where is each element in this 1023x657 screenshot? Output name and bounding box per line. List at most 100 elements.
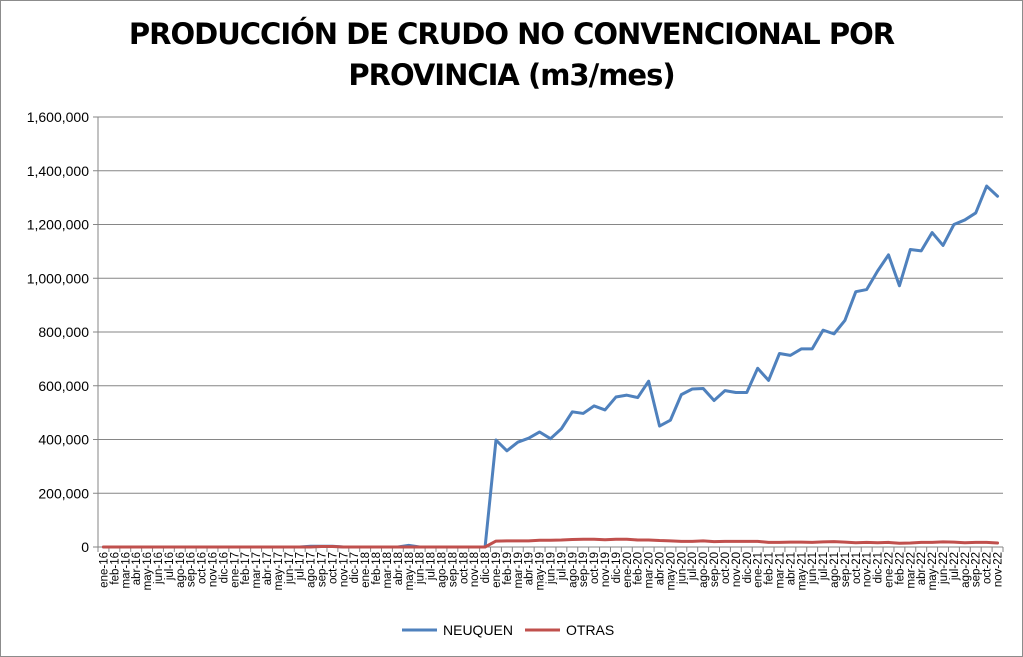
x-tick-label: nov-22 [993, 552, 1005, 587]
x-tick-label: ene-18 [360, 552, 372, 588]
x-tick-label: ago-21 [829, 552, 841, 588]
x-tick-label: ene-20 [622, 552, 634, 588]
x-tick-label: ago-18 [436, 552, 448, 588]
x-tick-label: mar-17 [251, 552, 263, 588]
x-tick-label: dic-19 [611, 552, 623, 583]
y-tick-label: 1,600,000 [27, 109, 89, 125]
x-tick-label: abr-19 [524, 552, 536, 585]
x-tick-label: mar-19 [513, 552, 525, 588]
y-tick-label: 1,400,000 [27, 163, 89, 179]
x-tick-label: abr-17 [262, 552, 274, 585]
x-tick-label: mar-22 [905, 552, 917, 588]
x-tick-label: mar-20 [644, 552, 656, 588]
y-tick-label: 0 [81, 539, 89, 555]
x-tick-label: abr-20 [655, 552, 667, 585]
y-tick-label: 1,200,000 [27, 217, 89, 233]
x-tick-label: oct-20 [720, 552, 732, 584]
x-tick-label: nov-17 [338, 552, 350, 587]
x-tick-label: jul-16 [164, 552, 176, 581]
x-tick-label: ago-17 [306, 552, 318, 588]
y-tick-label: 400,000 [38, 432, 89, 448]
x-tick-label: ago-22 [960, 552, 972, 588]
x-tick-label: abr-18 [393, 552, 405, 585]
x-tick-label: dic-17 [349, 552, 361, 583]
x-tick-label: may-18 [404, 552, 416, 590]
x-tick-label: feb-17 [240, 552, 252, 585]
x-tick-label: feb-18 [371, 552, 383, 585]
x-tick-label: abr-21 [785, 552, 797, 585]
x-tick-label: sep-21 [840, 552, 852, 587]
x-tick-label: may-19 [535, 552, 547, 590]
x-tick-label: dic-16 [218, 552, 230, 583]
x-tick-label: oct-19 [589, 552, 601, 584]
legend-label-otras: OTRAS [566, 622, 614, 638]
x-tick-label: ago-20 [698, 552, 710, 588]
x-tick-label: ene-19 [491, 552, 503, 588]
x-tick-label: jul-20 [687, 552, 699, 581]
x-tick-label: jun-22 [938, 552, 950, 585]
x-axis: ene-16feb-16mar-16abr-16may-16jun-16jul-… [97, 546, 1005, 590]
x-tick-label: jun-20 [676, 552, 688, 585]
x-tick-label: may-16 [142, 552, 154, 590]
x-tick-label: nov-16 [207, 552, 219, 587]
x-tick-label: jun-18 [415, 552, 427, 585]
x-tick-label: oct-22 [982, 552, 994, 584]
x-tick-label: nov-21 [862, 552, 874, 587]
x-tick-label: mar-21 [774, 552, 786, 588]
x-tick-label: oct-17 [327, 552, 339, 584]
x-tick-label: nov-20 [731, 552, 743, 587]
x-tick-label: jun-16 [153, 552, 165, 585]
x-tick-label: jul-17 [295, 552, 307, 581]
x-tick-label: ago-16 [175, 552, 187, 588]
x-tick-label: jul-22 [949, 552, 961, 581]
legend: NEUQUEN OTRAS [402, 622, 614, 638]
x-tick-label: sep-19 [578, 552, 590, 587]
x-tick-label: oct-21 [851, 552, 863, 584]
x-tick-label: may-17 [273, 552, 285, 590]
x-tick-label: dic-20 [742, 552, 754, 583]
x-tick-label: jul-21 [818, 552, 830, 581]
x-tick-label: mar-18 [382, 552, 394, 588]
x-tick-label: feb-22 [894, 552, 906, 585]
x-tick-label: feb-21 [764, 552, 776, 585]
x-tick-label: feb-16 [109, 552, 121, 585]
x-tick-label: sep-16 [186, 552, 198, 587]
x-tick-label: feb-20 [633, 552, 645, 585]
x-tick-label: oct-18 [458, 552, 470, 584]
x-tick-label: jul-19 [556, 552, 568, 581]
x-tick-label: abr-22 [916, 552, 928, 585]
chart-title-line1: PRODUCCIÓN DE CRUDO NO CONVENCIONAL POR [128, 17, 895, 51]
x-tick-label: nov-19 [600, 552, 612, 587]
x-tick-label: sep-20 [709, 552, 721, 587]
x-tick-label: abr-16 [131, 552, 143, 585]
x-tick-label: dic-21 [873, 552, 885, 583]
y-axis: 0 200,000 400,000 600,000 800,000 1,000,000 1,… [27, 109, 99, 555]
series-line-otras [101, 537, 1000, 549]
x-tick-label: oct-16 [197, 552, 209, 584]
x-tick-label: dic-18 [480, 552, 492, 583]
x-tick-label: jun-17 [284, 552, 296, 585]
x-tick-label: may-21 [796, 552, 808, 590]
x-tick-label: may-22 [927, 552, 939, 590]
x-tick-label: nov-18 [469, 552, 481, 587]
x-tick-label: ene-22 [884, 552, 896, 588]
x-tick-label: jun-19 [546, 552, 558, 585]
y-tick-label: 200,000 [38, 485, 89, 501]
y-tick-label: 1,000,000 [27, 270, 89, 286]
x-tick-label: sep-17 [317, 552, 329, 587]
x-tick-label: ene-21 [753, 552, 765, 588]
x-tick-label: sep-22 [971, 552, 983, 587]
x-tick-label: mar-16 [120, 552, 132, 588]
x-tick-label: ago-19 [567, 552, 579, 588]
x-tick-label: ene-17 [229, 552, 241, 588]
x-tick-label: jun-21 [807, 552, 819, 585]
x-tick-label: sep-18 [447, 552, 459, 587]
chart-title-line2: PROVINCIA (m3/mes) [348, 58, 675, 92]
x-tick-label: ene-16 [98, 552, 110, 588]
y-tick-label: 600,000 [38, 378, 89, 394]
chart-title: PRODUCCIÓN DE CRUDO NO CONVENCIONAL POR … [0, 14, 1023, 96]
y-tick-label: 800,000 [38, 324, 89, 340]
gridlines [98, 116, 1003, 494]
x-tick-label: jul-18 [426, 552, 438, 581]
